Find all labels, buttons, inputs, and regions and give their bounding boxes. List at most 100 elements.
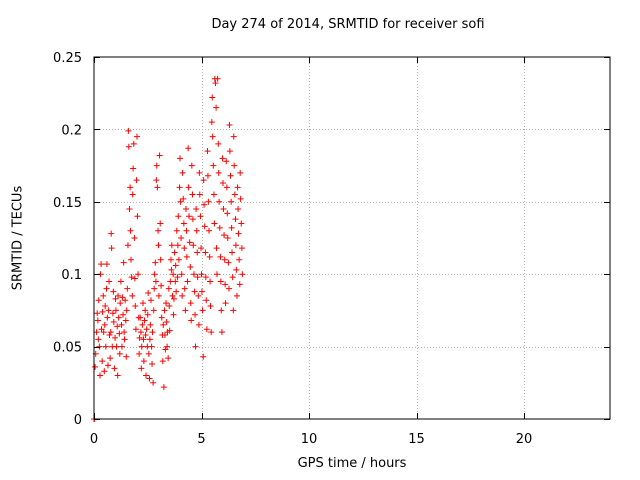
data-point xyxy=(218,329,225,336)
data-point xyxy=(112,334,119,341)
data-point xyxy=(145,290,152,297)
data-point xyxy=(224,210,231,217)
data-point xyxy=(95,336,102,343)
data-point xyxy=(173,227,180,234)
data-point xyxy=(170,311,177,318)
data-point xyxy=(115,314,122,321)
data-point xyxy=(168,242,175,249)
data-point xyxy=(110,288,117,295)
data-point xyxy=(160,321,167,328)
data-point xyxy=(230,307,237,314)
data-point xyxy=(179,292,186,299)
data-point xyxy=(222,281,229,288)
data-point xyxy=(137,329,144,336)
data-point xyxy=(131,235,138,241)
y-axis-ticks: 0 0.05 0.1 0.15 0.2 0.25 xyxy=(53,51,610,428)
data-point xyxy=(99,308,106,315)
data-point xyxy=(128,274,135,281)
data-point xyxy=(119,294,126,301)
data-point xyxy=(221,232,228,239)
data-point xyxy=(178,271,185,278)
data-point xyxy=(112,307,119,314)
data-point xyxy=(236,281,243,288)
data-point xyxy=(131,275,138,282)
data-point xyxy=(127,184,134,191)
data-point xyxy=(107,329,114,336)
data-point xyxy=(122,317,129,324)
data-point xyxy=(140,358,147,365)
data-point xyxy=(176,184,183,191)
data-point xyxy=(105,307,112,314)
data-point xyxy=(114,372,121,379)
data-point xyxy=(127,256,134,263)
data-point xyxy=(123,307,130,314)
data-point xyxy=(123,353,130,360)
data-point xyxy=(101,368,108,375)
data-point xyxy=(232,242,239,249)
data-point xyxy=(150,379,157,386)
data-point xyxy=(200,353,207,360)
data-point xyxy=(223,158,230,165)
data-point xyxy=(198,271,205,278)
data-point xyxy=(215,140,222,147)
data-point xyxy=(100,329,107,336)
data-point xyxy=(223,184,230,191)
data-point xyxy=(169,292,176,299)
data-point xyxy=(147,297,154,304)
data-point xyxy=(134,133,140,140)
data-point xyxy=(181,245,188,252)
data-point xyxy=(160,384,167,391)
data-point xyxy=(166,327,173,334)
data-point xyxy=(210,162,217,169)
data-point xyxy=(238,220,245,227)
data-point xyxy=(154,184,161,191)
data-point xyxy=(194,249,201,256)
data-point xyxy=(213,104,220,111)
data-point xyxy=(140,336,147,343)
data-point xyxy=(96,343,103,350)
data-point xyxy=(157,256,164,263)
data-point xyxy=(167,256,174,263)
data-point xyxy=(108,230,115,237)
data-point xyxy=(163,300,170,307)
data-point xyxy=(204,172,211,179)
data-point xyxy=(217,278,224,285)
y-tick-label: 0.2 xyxy=(61,123,82,138)
data-point xyxy=(139,321,146,328)
data-point xyxy=(209,94,216,101)
data-point xyxy=(152,278,159,285)
data-point xyxy=(229,274,236,281)
data-point xyxy=(120,311,127,318)
chart-title: Day 274 of 2014, SRMTID for receiver sof… xyxy=(211,17,485,32)
y-tick-label: 0 xyxy=(74,413,82,428)
data-point xyxy=(149,360,156,367)
x-tick-label: 0 xyxy=(90,432,98,447)
data-point xyxy=(189,216,196,223)
data-point xyxy=(200,177,207,184)
data-point xyxy=(103,285,110,292)
data-point xyxy=(141,317,148,324)
data-point xyxy=(136,334,143,341)
y-tick-label: 0.05 xyxy=(53,341,82,356)
data-point xyxy=(108,245,115,252)
data-point xyxy=(145,350,152,357)
data-point xyxy=(235,206,242,213)
data-point xyxy=(114,323,121,330)
data-point xyxy=(233,266,240,273)
data-point xyxy=(178,235,185,241)
data-point xyxy=(148,343,155,350)
data-point xyxy=(228,198,235,205)
data-point xyxy=(189,191,196,198)
data-point xyxy=(207,278,214,285)
data-point xyxy=(191,288,198,295)
data-point xyxy=(213,271,220,278)
data-point xyxy=(187,300,194,307)
data-point xyxy=(158,282,165,289)
data-point xyxy=(171,249,178,256)
data-point xyxy=(115,292,122,299)
data-point xyxy=(186,239,193,246)
data-point xyxy=(136,350,143,357)
data-point xyxy=(222,300,229,307)
data-point xyxy=(202,274,209,281)
data-point xyxy=(173,288,180,295)
